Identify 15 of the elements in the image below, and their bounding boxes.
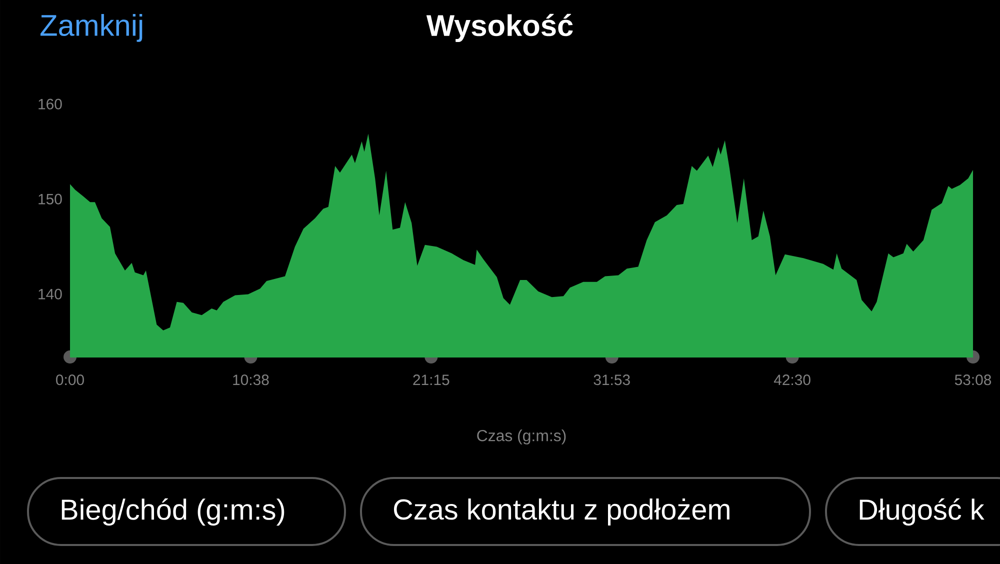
text: Czas kontaktu z podłożem xyxy=(394,498,730,526)
text: Bieg/chód (g:m:s) xyxy=(62,498,284,526)
x-axis-title: Czas (g:m:s) xyxy=(477,430,566,444)
y-tick-label: 160 xyxy=(38,98,62,110)
y-tick-label: 150 xyxy=(38,194,62,204)
text: Zamknij xyxy=(40,14,142,42)
x-tick-label: 31:53 xyxy=(594,374,630,386)
text: Długość k xyxy=(860,498,984,526)
x-tick-label: 21:15 xyxy=(413,374,450,386)
y-tick-label: 140 xyxy=(38,288,62,300)
x-tick-label: 10:38 xyxy=(233,374,269,386)
x-tick-label: 42:30 xyxy=(774,374,810,386)
x-tick-label: 0:00 xyxy=(56,374,84,386)
x-tick-label: 53:08 xyxy=(954,374,992,386)
chart-title: Wysokość xyxy=(426,14,573,42)
